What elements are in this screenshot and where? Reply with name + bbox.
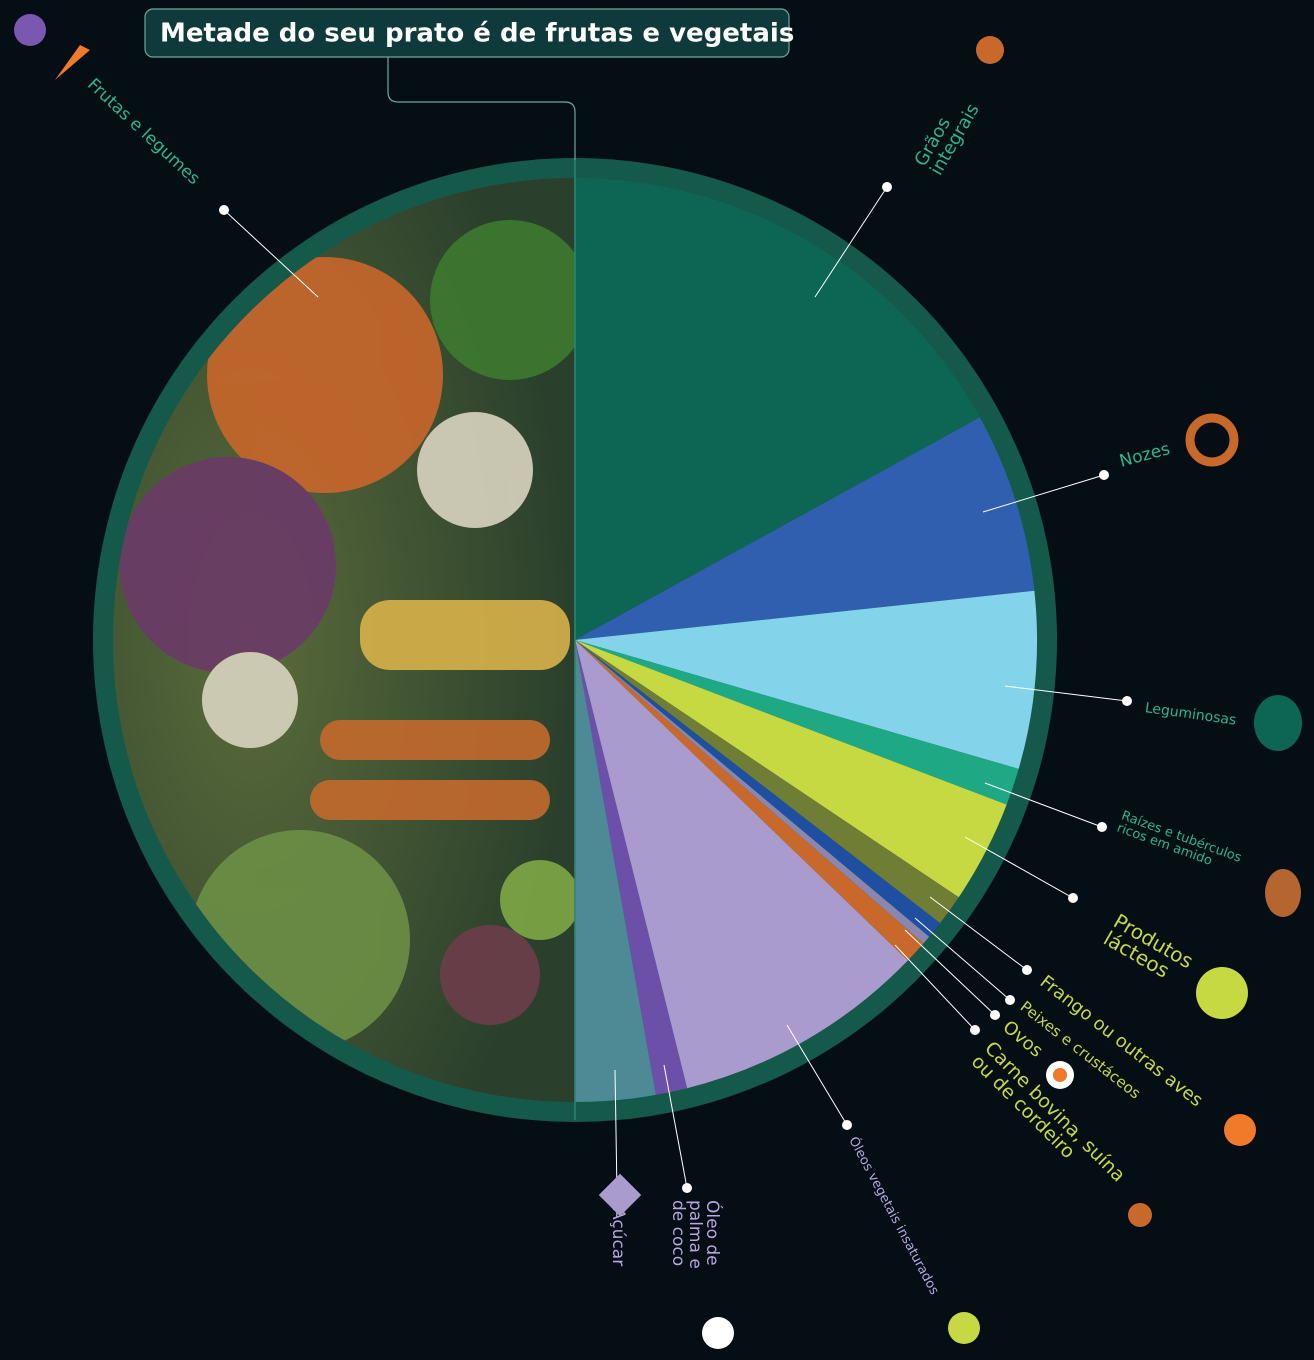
pie-slice: [575, 178, 980, 640]
leader-dot: [1097, 822, 1107, 832]
leader-line: [663, 1064, 688, 1189]
slice-label: Óleo de palma e de coco: [668, 1200, 724, 1274]
title-box: [144, 8, 790, 58]
leader-line: [786, 1024, 848, 1126]
leader-dot: [1005, 995, 1015, 1005]
leader-dot: [970, 1025, 980, 1035]
leader-line: [964, 836, 1074, 899]
leader-dot: [842, 1120, 852, 1130]
slice-label: Nozes: [1117, 439, 1172, 472]
leader-line: [614, 1069, 618, 1194]
pie-slice: [575, 640, 930, 944]
pie-slice: [575, 417, 1035, 640]
pie-slice: [575, 640, 1019, 805]
leader-line: [984, 782, 1103, 828]
slice-label: Grãos integrais: [910, 91, 983, 179]
leader-line: [914, 917, 1011, 1001]
leader-dot: [1099, 470, 1109, 480]
title-connector: [387, 57, 576, 160]
pie-slice: [575, 640, 1007, 898]
slice-label: Açúcar: [608, 1208, 628, 1266]
pie-slice: [575, 640, 908, 1089]
leader-dot: [219, 205, 229, 215]
leader-dot: [990, 1010, 1000, 1020]
slice-label: Frutas e legumes: [83, 75, 204, 189]
pie-slice: [575, 590, 1037, 769]
leader-dot: [682, 1183, 692, 1193]
leader-line: [904, 929, 996, 1016]
pie-slice: [575, 640, 656, 1102]
leader-line: [982, 474, 1105, 513]
pie-slice: [575, 640, 924, 961]
leader-dot: [1122, 696, 1132, 706]
slice-label: Produtos lácteos: [1100, 908, 1203, 993]
leader-dot: [1022, 965, 1032, 975]
leader-line: [814, 186, 888, 298]
slice-label: Óleos vegetais insaturados: [845, 1134, 942, 1297]
leader-line: [929, 896, 1028, 971]
icons: [14, 14, 1302, 1349]
slice-label: Raízes e tubérculos ricos em amido: [1115, 808, 1247, 879]
chart-title: Metade do seu prato é de frutas e vegeta…: [160, 19, 794, 49]
pie-slice: [575, 640, 941, 937]
leader-dot: [1068, 893, 1078, 903]
leader-dot: [882, 182, 892, 192]
leader-line: [223, 209, 319, 298]
pie-slice: [575, 640, 959, 924]
slice-label: Leguminosas: [1144, 700, 1237, 729]
leader-line: [894, 944, 976, 1031]
pie-slice: [575, 640, 688, 1095]
leader-line: [1004, 685, 1128, 702]
